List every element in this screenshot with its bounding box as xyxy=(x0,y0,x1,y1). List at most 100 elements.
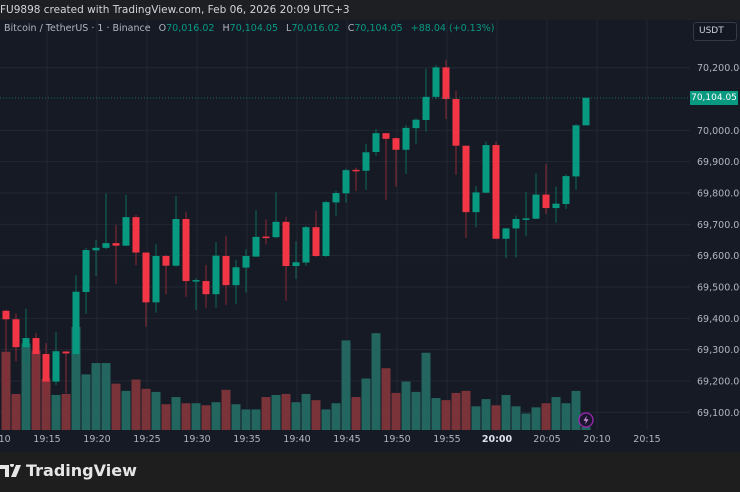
candle-body[interactable] xyxy=(372,133,380,152)
volume-bar xyxy=(111,383,121,430)
candle-body[interactable] xyxy=(422,96,430,121)
candle-body[interactable] xyxy=(572,125,580,177)
last-price-label: 70,104.05 xyxy=(690,91,738,105)
candle-body[interactable] xyxy=(562,176,570,204)
volume-bar xyxy=(141,388,151,430)
candle-body[interactable] xyxy=(262,236,270,239)
candle-body[interactable] xyxy=(382,133,390,139)
y-tick-label: 70,200.00 xyxy=(697,63,740,74)
candle-body[interactable] xyxy=(192,280,200,282)
candle-body[interactable] xyxy=(122,217,130,246)
candle-body[interactable] xyxy=(412,119,420,129)
candle-body[interactable] xyxy=(492,145,500,239)
candle-body[interactable] xyxy=(342,170,350,194)
candle-body[interactable] xyxy=(402,127,410,150)
candle-body[interactable] xyxy=(532,194,540,219)
candle-body[interactable] xyxy=(242,255,250,268)
volume-bar xyxy=(461,390,471,430)
candle-body[interactable] xyxy=(552,203,560,209)
volume-bar xyxy=(31,350,41,430)
candle-body[interactable] xyxy=(512,219,520,229)
candle-body[interactable] xyxy=(202,281,210,295)
y-tick-label: 69,800.00 xyxy=(697,189,740,200)
volume-bar xyxy=(211,402,221,430)
volume-bar xyxy=(131,379,141,430)
volume-bar xyxy=(71,327,81,430)
candle-body[interactable] xyxy=(212,255,220,295)
tradingview-logo[interactable]: TradingView xyxy=(0,461,137,480)
candle-body[interactable] xyxy=(542,194,550,209)
candle-body[interactable] xyxy=(182,219,190,282)
candle-body[interactable] xyxy=(302,227,310,263)
volume-bar xyxy=(441,400,451,430)
candle-body[interactable] xyxy=(332,193,340,203)
candle-body[interactable] xyxy=(472,192,480,213)
high-value: 70,104.05 xyxy=(229,23,279,34)
candle-body[interactable] xyxy=(82,250,90,293)
candle-body[interactable] xyxy=(62,351,70,354)
volume-bar xyxy=(391,392,401,430)
volume-bar xyxy=(581,426,591,430)
x-tick-label: 19:10 xyxy=(0,434,11,445)
close-label: C xyxy=(347,23,355,34)
attribution-bar: FU9898 created with TradingView.com, Feb… xyxy=(0,0,740,20)
y-tick-label: 69,600.00 xyxy=(697,251,740,262)
candle-body[interactable] xyxy=(32,338,40,355)
candle-body[interactable] xyxy=(172,219,180,266)
candle-body[interactable] xyxy=(102,243,110,248)
candle-body[interactable] xyxy=(362,152,370,171)
candle-body[interactable] xyxy=(452,99,460,146)
candle-body[interactable] xyxy=(322,202,330,256)
candle-body[interactable] xyxy=(392,138,400,150)
volume-bar xyxy=(241,409,251,430)
candle-body[interactable] xyxy=(92,247,100,251)
attribution-text: FU9898 created with TradingView.com, Feb… xyxy=(0,4,350,16)
time-axis[interactable]: 19:10 19:15 19:20 19:25 19:30 19:35 19:40 19:45… xyxy=(0,434,661,445)
candle-body[interactable] xyxy=(482,145,490,193)
volume-bar xyxy=(371,333,381,430)
volume-bar xyxy=(511,406,521,430)
candle-body[interactable] xyxy=(502,228,510,239)
candle-body[interactable] xyxy=(42,354,50,382)
candle-body[interactable] xyxy=(2,310,10,320)
lightning-icon[interactable] xyxy=(578,412,594,428)
volume-bar xyxy=(321,409,331,430)
volume-bar xyxy=(171,397,181,430)
candle-body[interactable] xyxy=(22,338,30,348)
volume-bar xyxy=(101,363,111,430)
currency-button[interactable]: USDT xyxy=(693,22,737,41)
candle-body[interactable] xyxy=(432,67,440,97)
candle-body[interactable] xyxy=(12,319,20,348)
candle-body[interactable] xyxy=(52,351,60,382)
candle-body[interactable] xyxy=(112,243,120,246)
symbol-name[interactable]: Bitcoin / TetherUS · 1 · Binance xyxy=(4,23,151,34)
change-value: +88.04 (+0.13%) xyxy=(410,23,495,34)
candle-body[interactable] xyxy=(282,221,290,267)
candle-body[interactable] xyxy=(272,221,280,238)
volume-bars xyxy=(1,327,591,430)
volume-bar xyxy=(1,351,11,430)
volume-bar xyxy=(541,403,551,430)
candle-body[interactable] xyxy=(352,169,360,172)
candle-body[interactable] xyxy=(522,218,530,220)
volume-bar xyxy=(281,393,291,430)
candle-body[interactable] xyxy=(312,227,320,256)
candle-body[interactable] xyxy=(72,291,80,355)
candle-body[interactable] xyxy=(152,255,160,303)
candle-body[interactable] xyxy=(462,145,470,213)
candle-body[interactable] xyxy=(232,267,240,286)
candle-body[interactable] xyxy=(222,255,230,286)
price-axis[interactable]: 70,200.00 70,000.00 69,900.00 69,800.00 69,7… xyxy=(697,63,740,419)
candle-body[interactable] xyxy=(252,236,260,257)
volume-bar xyxy=(481,399,491,430)
candle-body[interactable] xyxy=(132,217,140,253)
candle-body[interactable] xyxy=(142,252,150,303)
candle-body[interactable] xyxy=(582,97,590,126)
x-tick-label: 20:05 xyxy=(533,434,560,445)
y-tick-label: 69,900.00 xyxy=(697,157,740,168)
candle-body[interactable] xyxy=(292,262,300,267)
candle-body[interactable] xyxy=(162,255,170,266)
volume-bar xyxy=(571,390,581,430)
candle-body[interactable] xyxy=(442,67,450,100)
